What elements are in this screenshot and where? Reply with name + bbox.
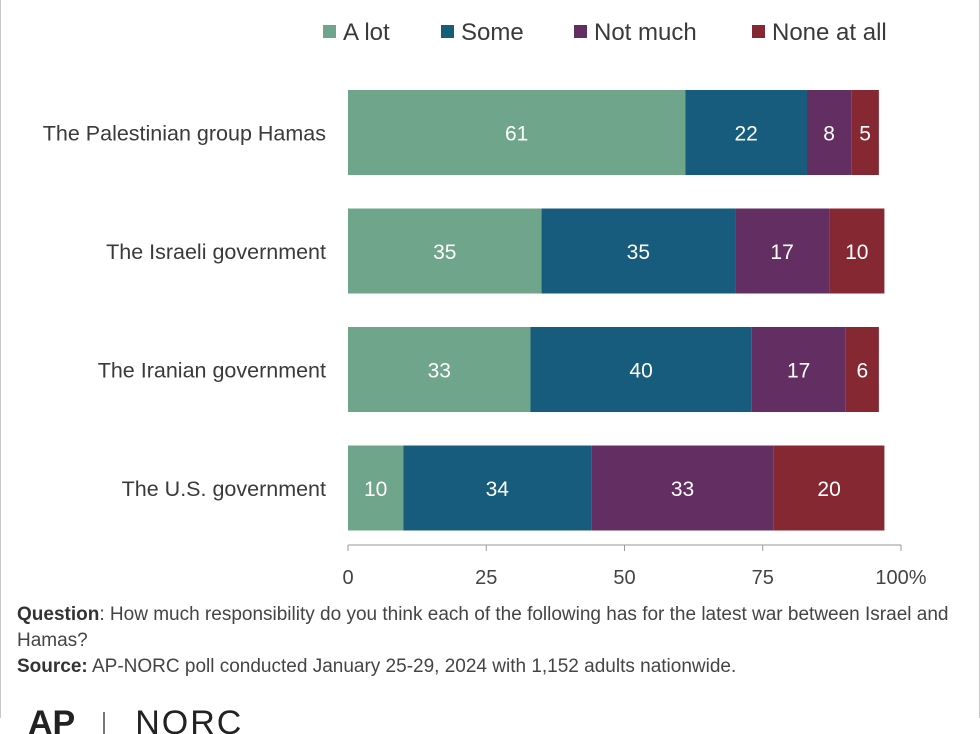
stacked-bar-chart: A lot Some Not much None at all The Palestin…: [43, 19, 927, 589]
data-label-some-the-israeli-government: 35: [627, 241, 650, 264]
bar-not-much-the-iranian-government: [751, 327, 846, 412]
bar-none-at-all-the-iranian-government: [845, 327, 879, 412]
x-tick-label-0: 0: [342, 567, 353, 589]
data-label-none-at-all-the-iranian-government: 6: [856, 360, 868, 383]
question-text: : How much responsibility do you think e…: [17, 604, 949, 651]
category-label-the-israeli-government: The Israeli government: [106, 240, 326, 264]
bar-some-the-u-s-government: [403, 445, 592, 531]
x-tick-label-1: 25: [475, 567, 497, 589]
legend-swatch-some: [441, 25, 454, 38]
source-text: AP-NORC poll conducted January 25-29, 20…: [87, 656, 737, 677]
data-label-a-lot-the-palestinian-group-hamas: 61: [505, 123, 528, 146]
data-label-a-lot-the-u-s-government: 10: [364, 478, 387, 501]
question-label: Question: [17, 604, 100, 625]
data-label-none-at-all-the-israeli-government: 10: [845, 241, 868, 264]
x-tick-label-3: 75: [752, 567, 774, 589]
ap-norc-logo: AP NORC: [28, 704, 243, 734]
data-label-not-much-the-palestinian-group-hamas: 8: [823, 123, 835, 146]
source-note: Source: AP-NORC poll conducted January 2…: [17, 654, 957, 680]
data-label-a-lot-the-iranian-government: 33: [428, 360, 451, 383]
question-note: Question: How much responsibility do you…: [17, 602, 957, 654]
bar-not-much-the-palestinian-group-hamas: [806, 90, 852, 175]
data-label-some-the-u-s-government: 34: [486, 478, 510, 501]
data-label-not-much-the-iranian-government: 17: [787, 360, 810, 383]
ap-logo-text: AP: [28, 704, 76, 734]
data-label-none-at-all-the-palestinian-group-hamas: 5: [859, 123, 871, 146]
legend-swatch-a-lot: [323, 25, 336, 38]
category-label-the-iranian-government: The Iranian government: [98, 359, 326, 383]
bar-a-lot-the-israeli-government: [348, 208, 542, 294]
bar-a-lot-the-palestinian-group-hamas: [348, 90, 686, 175]
bar-not-much-the-israeli-government: [735, 208, 830, 294]
bar-not-much-the-u-s-government: [591, 445, 774, 531]
data-label-not-much-the-u-s-government: 33: [671, 478, 694, 501]
bar-none-at-all-the-u-s-government: [773, 445, 885, 531]
logo-divider: [103, 712, 106, 734]
source-label: Source:: [17, 656, 88, 677]
x-tick-label-4: 100%: [875, 567, 926, 589]
bar-none-at-all-the-israeli-government: [829, 208, 885, 294]
category-label-the-u-s-government: The U.S. government: [122, 477, 326, 501]
bar-some-the-iranian-government: [530, 327, 752, 412]
data-label-none-at-all-the-u-s-government: 20: [817, 478, 840, 501]
x-tick-label-2: 50: [613, 567, 635, 589]
legend-label-some: Some: [461, 19, 524, 46]
bar-a-lot-the-u-s-government: [348, 445, 404, 531]
legend-label-a-lot: A lot: [343, 19, 390, 46]
legend-label-none-at-all: None at all: [772, 19, 887, 46]
bar-some-the-israeli-government: [541, 208, 736, 294]
norc-logo-text: NORC: [135, 704, 244, 734]
legend-swatch-none-at-all: [752, 25, 765, 38]
bar-some-the-palestinian-group-hamas: [685, 90, 807, 175]
category-label-the-palestinian-group-hamas: The Palestinian group Hamas: [43, 122, 326, 146]
bar-none-at-all-the-palestinian-group-hamas: [851, 90, 879, 175]
data-label-some-the-iranian-government: 40: [629, 360, 652, 383]
data-label-not-much-the-israeli-government: 17: [770, 241, 793, 264]
data-label-a-lot-the-israeli-government: 35: [433, 241, 456, 264]
legend-label-not-much: Not much: [594, 19, 697, 46]
legend-swatch-not-much: [574, 25, 587, 38]
bar-a-lot-the-iranian-government: [348, 327, 531, 412]
data-label-some-the-palestinian-group-hamas: 22: [734, 123, 757, 146]
